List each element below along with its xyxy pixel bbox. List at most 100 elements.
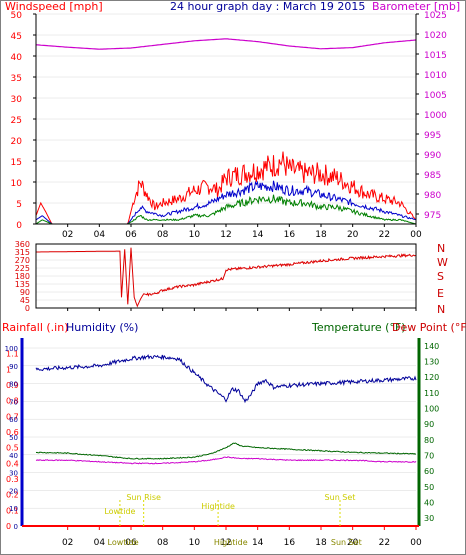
bottom-event-label: Lowtide: [108, 538, 139, 547]
direction-y-tick-label: 315: [15, 248, 30, 257]
humidity-y-tick-label: 10: [9, 505, 18, 513]
rainfall-y-tick-label: 0.5: [6, 444, 19, 453]
temperature-y-tick-label: 40: [424, 499, 434, 508]
rainfall-y-tick-label: 1: [6, 365, 11, 374]
rainfall-label: Rainfall (.in): [2, 321, 69, 334]
rainfall-y-tick-label: 0.6: [6, 428, 19, 437]
humidity-y-tick-label: 70: [9, 398, 18, 406]
wind-y-tick-label: 15: [11, 158, 22, 168]
humidity-y-tick-label: 40: [9, 452, 18, 460]
wind-x-tick-label: 00: [410, 230, 422, 240]
baro-y-tick-label: 1005: [424, 91, 447, 101]
dewpoint-label: Dew Point (°F): [392, 321, 466, 334]
wind-y-tick-label: 50: [11, 11, 23, 21]
wind-x-tick-label: 14: [252, 230, 264, 240]
direction-y-tick-label: 360: [15, 240, 30, 249]
tide-event-label: Sun Rise: [126, 493, 161, 502]
direction-y-tick-label: 90: [20, 288, 30, 297]
humidity-y-tick-label: 100: [5, 345, 18, 353]
wind-y-tick-label: 5: [16, 200, 22, 210]
humidity-label: Humidity (%): [66, 321, 138, 334]
baro-y-tick-label: 1015: [424, 51, 447, 61]
wind-y-tick-label: 25: [11, 116, 22, 126]
humidity-line: [35, 354, 417, 404]
graph-title: 24 hour graph day : March 19 2015: [170, 0, 365, 13]
compass-w: W: [437, 256, 448, 269]
direction-y-tick-label: 0: [25, 304, 30, 313]
rainfall-y-tick-label: 0.9: [6, 381, 19, 390]
temperature-label: Temperature (°F): [311, 321, 406, 334]
axes-layer: [20, 13, 421, 530]
wind-x-tick-label: 06: [125, 230, 137, 240]
wind-y-tick-label: 45: [11, 32, 22, 42]
compass-labels: N W S E N: [437, 242, 448, 316]
bottom-x-tick-label: 22: [379, 538, 390, 548]
compass-n-bottom: N: [437, 303, 445, 316]
rainfall-y-tick-label: 0: [6, 522, 11, 531]
wind-y-tick-label: 20: [11, 137, 23, 147]
barometer-label: Barometer [mb]: [372, 0, 460, 13]
temperature-y-tick-label: 100: [424, 405, 439, 414]
temperature-y-tick-label: 90: [424, 420, 434, 429]
direction-y-tick-label: 180: [15, 272, 30, 281]
baro-y-tick-label: 1000: [424, 111, 447, 121]
tick-labels-layer: 0510152025303540455097598098599099510001…: [5, 11, 448, 548]
direction-y-tick-label: 225: [15, 264, 30, 273]
temperature-y-tick-label: 80: [424, 436, 434, 445]
wind-direction-line: [36, 247, 416, 308]
bottom-x-tick-label: 10: [189, 538, 201, 548]
rainfall-y-tick-label: 0.7: [6, 412, 19, 421]
wind-y-tick-label: 30: [11, 95, 23, 105]
compass-e: E: [437, 287, 444, 300]
windspeed-label: Windspeed [mph]: [5, 0, 103, 13]
wind-x-tick-label: 08: [157, 230, 169, 240]
rainfall-y-tick-label: 0.3: [6, 475, 19, 484]
wind-x-tick-label: 12: [220, 230, 231, 240]
baro-y-tick-label: 1020: [424, 31, 447, 41]
rainfall-y-tick-label: 0.8: [6, 397, 19, 406]
bottom-x-tick-label: 12: [220, 538, 231, 548]
direction-y-tick-label: 270: [15, 256, 30, 265]
baro-y-tick-label: 1025: [424, 11, 447, 21]
wind-y-tick-label: 40: [11, 53, 23, 63]
humidity-y-tick-label: 80: [9, 381, 18, 389]
humidity-y-tick-label: 90: [9, 363, 18, 371]
baro-y-tick-label: 1010: [424, 71, 447, 81]
bottom-x-tick-label: 20: [347, 538, 359, 548]
temperature-y-tick-label: 140: [424, 342, 439, 351]
rainfall-y-tick-label: 1.1: [6, 350, 19, 359]
bottom-x-tick-label: 02: [62, 538, 73, 548]
bottom-x-tick-label: 14: [252, 538, 264, 548]
humidity-y-tick-label: 20: [9, 487, 18, 495]
humidity-y-tick-label: 60: [9, 416, 18, 424]
tide-event-label: Lowtide: [104, 507, 135, 516]
wind-x-tick-label: 18: [315, 230, 327, 240]
wind-x-tick-label: 20: [347, 230, 359, 240]
baro-y-tick-label: 990: [424, 151, 441, 161]
tide-event-label: Sun Set: [325, 493, 356, 502]
bottom-x-tick-label: 18: [315, 538, 327, 548]
bottom-event-label: Sun Set: [331, 538, 362, 547]
wind-x-tick-label: 04: [94, 230, 106, 240]
tide-events-layer: Sun Rise Lowtide Hightide Sun Set Lowtide Hig…: [104, 493, 361, 547]
rainfall-y-tick-label: 0.4: [6, 459, 19, 468]
baro-y-tick-label: 980: [424, 191, 441, 201]
baro-y-tick-label: 975: [424, 211, 441, 221]
bottom-x-tick-label: 16: [284, 538, 296, 548]
compass-s: S: [437, 270, 444, 283]
humidity-y-tick-label: 50: [9, 434, 18, 442]
bottom-x-tick-label: 08: [157, 538, 169, 548]
temperature-y-tick-label: 60: [424, 467, 434, 476]
bottom-x-tick-label: 00: [410, 538, 422, 548]
compass-n-top: N: [437, 242, 445, 255]
wind-x-tick-label: 02: [62, 230, 73, 240]
tide-event-label: Hightide: [201, 502, 235, 511]
barometer-line: [35, 38, 417, 50]
direction-y-tick-label: 135: [15, 280, 30, 289]
wind-x-tick-label: 16: [284, 230, 296, 240]
temperature-y-tick-label: 120: [424, 373, 439, 382]
rainfall-y-tick-label: 0.1: [6, 506, 19, 515]
wind-x-tick-label: 22: [379, 230, 390, 240]
